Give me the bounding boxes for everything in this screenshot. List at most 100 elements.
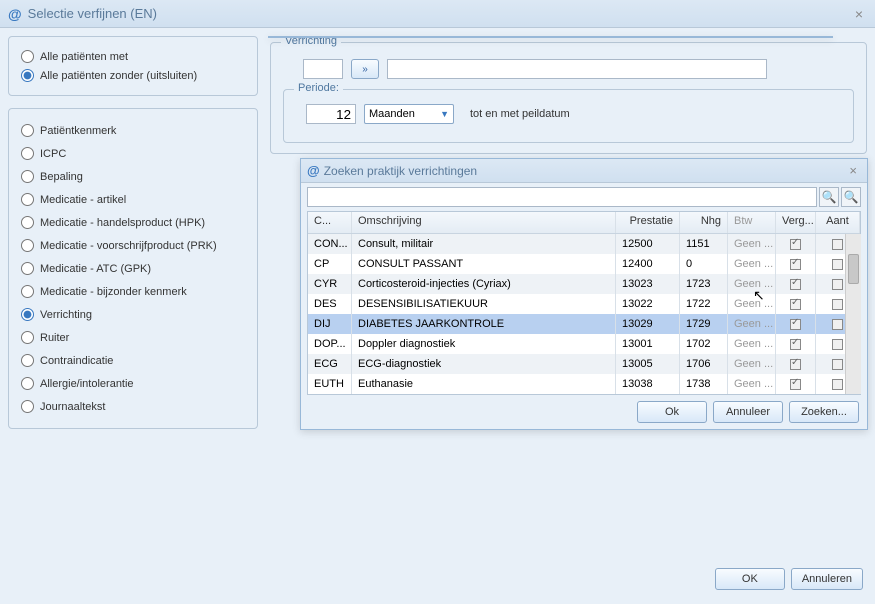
filter-radio-input[interactable]	[21, 193, 34, 206]
dialog-ok-button[interactable]: Ok	[637, 401, 707, 423]
cell-omschrijving: DIABETES JAARKONTROLE	[352, 314, 616, 334]
search-clear-icon[interactable]: 🔍	[841, 187, 861, 207]
dialog-search-input[interactable]	[307, 187, 817, 207]
periode-unit-value: Maanden	[369, 108, 415, 120]
verrichting-code-input[interactable]	[303, 59, 343, 79]
radio-all-with-input[interactable]	[21, 50, 34, 63]
radio-all-without-input[interactable]	[21, 69, 34, 82]
filter-option[interactable]: Medicatie - handelsproduct (HPK)	[21, 211, 245, 234]
dialog-title: Zoeken praktijk verrichtingen	[324, 164, 846, 178]
cell-prestatie: 13038	[616, 374, 680, 394]
cell-nhg: 1738	[680, 374, 728, 394]
filter-option[interactable]: Ruiter	[21, 326, 245, 349]
checkbox-icon[interactable]	[832, 259, 843, 270]
search-icon[interactable]: 🔍	[819, 187, 839, 207]
filter-radio-input[interactable]	[21, 170, 34, 183]
scrollbar[interactable]	[845, 234, 861, 394]
dialog-search-button[interactable]: Zoeken...	[789, 401, 859, 423]
verrichting-lookup-button[interactable]: »	[351, 59, 379, 79]
checkbox-icon[interactable]	[832, 279, 843, 290]
checkbox-icon[interactable]	[790, 339, 801, 350]
filter-option-label: Allergie/intolerantie	[40, 378, 134, 390]
col-prestatie[interactable]: Prestatie	[616, 212, 680, 233]
filter-radio-input[interactable]	[21, 216, 34, 229]
filter-option[interactable]: Medicatie - bijzonder kenmerk	[21, 280, 245, 303]
cell-btw: Geen ...	[728, 274, 776, 294]
checkbox-icon[interactable]	[832, 359, 843, 370]
table-row[interactable]: CYRCorticosteroid-injecties (Cyriax)1302…	[308, 274, 860, 294]
checkbox-icon[interactable]	[832, 379, 843, 390]
grid-body: CON...Consult, militair125001151Geen ...…	[308, 234, 860, 394]
checkbox-icon[interactable]	[790, 319, 801, 330]
chevron-down-icon: ▼	[440, 109, 449, 119]
ok-button[interactable]: OK	[715, 568, 785, 590]
filter-option[interactable]: Contraindicatie	[21, 349, 245, 372]
filter-radio-input[interactable]	[21, 285, 34, 298]
checkbox-icon[interactable]	[832, 239, 843, 250]
table-row[interactable]: ECGECG-diagnostiek130051706Geen ...	[308, 354, 860, 374]
dialog-cancel-button[interactable]: Annuleer	[713, 401, 783, 423]
filter-option[interactable]: Medicatie - artikel	[21, 188, 245, 211]
search-dialog	[268, 36, 833, 38]
checkbox-icon[interactable]	[790, 379, 801, 390]
checkbox-icon[interactable]	[832, 339, 843, 350]
table-row[interactable]: CPCONSULT PASSANT124000Geen ...	[308, 254, 860, 274]
filter-radio-input[interactable]	[21, 124, 34, 137]
cell-btw: Geen ...	[728, 294, 776, 314]
radio-all-without[interactable]: Alle patiënten zonder (uitsluiten)	[21, 66, 245, 85]
checkbox-icon[interactable]	[832, 299, 843, 310]
filter-radio-input[interactable]	[21, 377, 34, 390]
filter-option[interactable]: ICPC	[21, 142, 245, 165]
filter-option[interactable]: Medicatie - voorschrijfproduct (PRK)	[21, 234, 245, 257]
table-row[interactable]: CON...Consult, militair125001151Geen ...	[308, 234, 860, 254]
filter-option[interactable]: Verrichting	[21, 303, 245, 326]
cell-prestatie: 13001	[616, 334, 680, 354]
filter-radio-input[interactable]	[21, 354, 34, 367]
filter-option[interactable]: Bepaling	[21, 165, 245, 188]
table-row[interactable]: DOP...Doppler diagnostiek130011702Geen .…	[308, 334, 860, 354]
cell-nhg: 1702	[680, 334, 728, 354]
table-row[interactable]: DESDESENSIBILISATIEKUUR130221722Geen ...	[308, 294, 860, 314]
filter-option-label: Ruiter	[40, 332, 69, 344]
filter-option[interactable]: Medicatie - ATC (GPK)	[21, 257, 245, 280]
col-omschrijving[interactable]: Omschrijving	[352, 212, 616, 233]
table-row[interactable]: EUTHEuthanasie130381738Geen ...	[308, 374, 860, 394]
checkbox-icon[interactable]	[832, 319, 843, 330]
col-nhg[interactable]: Nhg	[680, 212, 728, 233]
periode-unit-dropdown[interactable]: Maanden ▼	[364, 104, 454, 124]
dialog-close-icon[interactable]: ×	[845, 163, 861, 178]
table-row[interactable]: DIJDIABETES JAARKONTROLE130291729Geen ..…	[308, 314, 860, 334]
cancel-button[interactable]: Annuleren	[791, 568, 863, 590]
periode-value-input[interactable]	[306, 104, 356, 124]
checkbox-icon[interactable]	[790, 279, 801, 290]
radio-all-with[interactable]: Alle patiënten met	[21, 47, 245, 66]
col-verg[interactable]: Verg...	[776, 212, 816, 233]
col-code[interactable]: C...	[308, 212, 352, 233]
filter-option[interactable]: Journaaltekst	[21, 395, 245, 418]
filter-radio-input[interactable]	[21, 239, 34, 252]
cell-omschrijving: CONSULT PASSANT	[352, 254, 616, 274]
filter-radio-input[interactable]	[21, 147, 34, 160]
verrichting-desc-input[interactable]	[387, 59, 767, 79]
checkbox-icon[interactable]	[790, 239, 801, 250]
checkbox-icon[interactable]	[790, 299, 801, 310]
filter-option-label: ICPC	[40, 148, 66, 160]
checkbox-icon[interactable]	[790, 359, 801, 370]
filter-option-label: Medicatie - ATC (GPK)	[40, 263, 151, 275]
filter-option[interactable]: Allergie/intolerantie	[21, 372, 245, 395]
search-practice-dialog: @ Zoeken praktijk verrichtingen × 🔍 🔍 C.…	[300, 158, 868, 430]
filter-radio-input[interactable]	[21, 400, 34, 413]
cell-btw: Geen ...	[728, 374, 776, 394]
col-aant[interactable]: Aant	[816, 212, 860, 233]
filter-radio-input[interactable]	[21, 308, 34, 321]
checkbox-icon[interactable]	[790, 259, 801, 270]
filter-option-label: Medicatie - voorschrijfproduct (PRK)	[40, 240, 217, 252]
filter-radio-input[interactable]	[21, 262, 34, 275]
col-btw[interactable]: Btw	[728, 212, 776, 233]
filter-radio-input[interactable]	[21, 331, 34, 344]
filter-option[interactable]: Patiëntkenmerk	[21, 119, 245, 142]
cell-verg	[776, 314, 816, 334]
scrollbar-thumb[interactable]	[848, 254, 859, 284]
periode-suffix: tot en met peildatum	[470, 108, 570, 120]
close-icon[interactable]: ×	[851, 6, 867, 22]
